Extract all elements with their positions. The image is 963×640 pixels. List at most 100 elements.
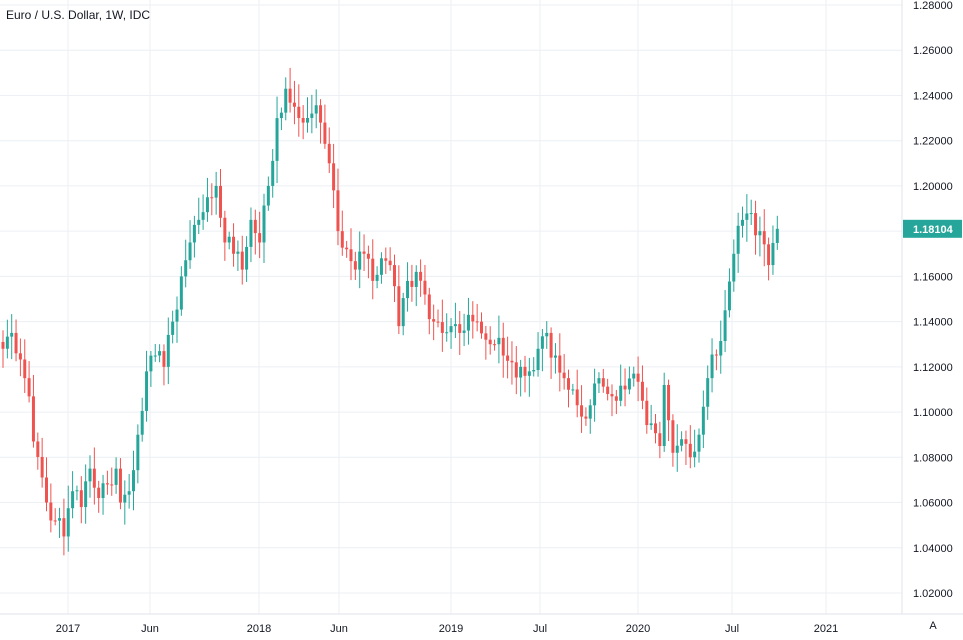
candle xyxy=(140,397,144,442)
candle-body xyxy=(288,88,292,103)
candle-body xyxy=(466,314,470,331)
price-tick-label: 1.28000 xyxy=(913,0,953,12)
candle-body xyxy=(84,481,88,508)
candle-body xyxy=(475,321,479,323)
candle xyxy=(510,341,514,385)
candle xyxy=(92,447,96,505)
candle xyxy=(379,252,383,284)
candle-body xyxy=(510,360,514,363)
candle-body xyxy=(410,280,414,287)
candle-body xyxy=(314,105,318,114)
candle-body xyxy=(519,366,523,378)
candle xyxy=(175,296,179,343)
price-tick-label: 1.22000 xyxy=(913,136,953,148)
candle xyxy=(205,177,209,222)
candle xyxy=(97,480,101,513)
candle xyxy=(493,339,497,351)
candle xyxy=(606,378,610,401)
price-tick-label: 1.20000 xyxy=(913,181,953,193)
candle-body xyxy=(480,321,483,334)
candle-body xyxy=(45,477,48,503)
candle xyxy=(101,474,105,515)
last-price-tag-bg xyxy=(903,219,962,238)
candle xyxy=(253,209,257,255)
price-axis[interactable]: 1.02000 1.04000 1.06000 1.08000 1.10000 1.120… xyxy=(913,0,953,600)
candle xyxy=(466,297,470,345)
candle xyxy=(249,207,253,263)
candle xyxy=(562,354,566,390)
candle xyxy=(275,96,279,184)
candle-body xyxy=(593,383,597,406)
candles xyxy=(1,67,779,556)
price-tick-label: 1.12000 xyxy=(913,362,953,374)
auto-scale-label: A xyxy=(929,620,937,632)
candle-body xyxy=(88,468,92,482)
candle-body xyxy=(445,332,449,334)
candle-body xyxy=(688,443,692,458)
candle-body xyxy=(558,355,562,373)
candle xyxy=(149,350,153,387)
candle xyxy=(192,215,196,258)
candle xyxy=(245,236,249,282)
candle-body xyxy=(719,341,723,356)
candle xyxy=(397,265,401,335)
candle-body xyxy=(327,143,331,164)
candle-body xyxy=(166,334,170,367)
candle-body xyxy=(27,378,31,397)
candle xyxy=(741,206,744,238)
candle-body xyxy=(736,225,740,254)
candle-body xyxy=(262,205,266,243)
candle xyxy=(636,356,640,402)
candle xyxy=(497,315,501,364)
candle-body xyxy=(192,224,196,243)
time-tick-label: 2020 xyxy=(626,623,650,635)
candle-body xyxy=(62,518,66,537)
candle xyxy=(319,99,323,144)
candle-body xyxy=(758,231,762,236)
time-axis[interactable]: 2017 Jun 2018 Jun 2019 Jul 2020 Jul 2021 xyxy=(56,623,838,635)
candle-body xyxy=(767,244,771,266)
candle xyxy=(393,254,396,303)
candle-body xyxy=(645,400,649,426)
candle-body xyxy=(567,378,570,390)
candle xyxy=(310,94,314,134)
candle xyxy=(527,357,531,397)
candle xyxy=(567,369,570,408)
candle xyxy=(680,431,684,452)
candle-body xyxy=(114,468,118,485)
candle-body xyxy=(693,451,697,458)
candle xyxy=(475,303,479,332)
candle xyxy=(236,240,240,271)
candle xyxy=(427,287,431,335)
candle-body xyxy=(310,113,314,118)
candle xyxy=(188,220,192,269)
candle-body xyxy=(627,378,631,390)
candle xyxy=(536,332,540,377)
candle-body xyxy=(654,423,657,434)
candle xyxy=(279,107,283,131)
candle xyxy=(627,366,631,395)
candle xyxy=(88,455,92,498)
candle-body xyxy=(253,219,257,234)
candle xyxy=(158,344,162,363)
candle-body xyxy=(362,251,366,254)
candle xyxy=(31,374,35,448)
candle-body xyxy=(501,337,505,356)
candle-body xyxy=(675,445,679,453)
candle xyxy=(132,450,135,511)
candle xyxy=(5,319,9,359)
auto-scale-button[interactable]: A xyxy=(922,616,944,634)
candle xyxy=(171,310,175,344)
candle-body xyxy=(406,280,410,299)
candle-body xyxy=(279,112,283,119)
candle xyxy=(667,379,671,442)
candle-body xyxy=(205,197,209,213)
price-tick-label: 1.02000 xyxy=(913,588,953,600)
candle-body xyxy=(179,276,183,310)
candle xyxy=(501,322,505,378)
candle-body xyxy=(105,483,109,485)
candle-body xyxy=(366,253,370,259)
candle xyxy=(162,344,166,386)
candle xyxy=(332,143,336,209)
